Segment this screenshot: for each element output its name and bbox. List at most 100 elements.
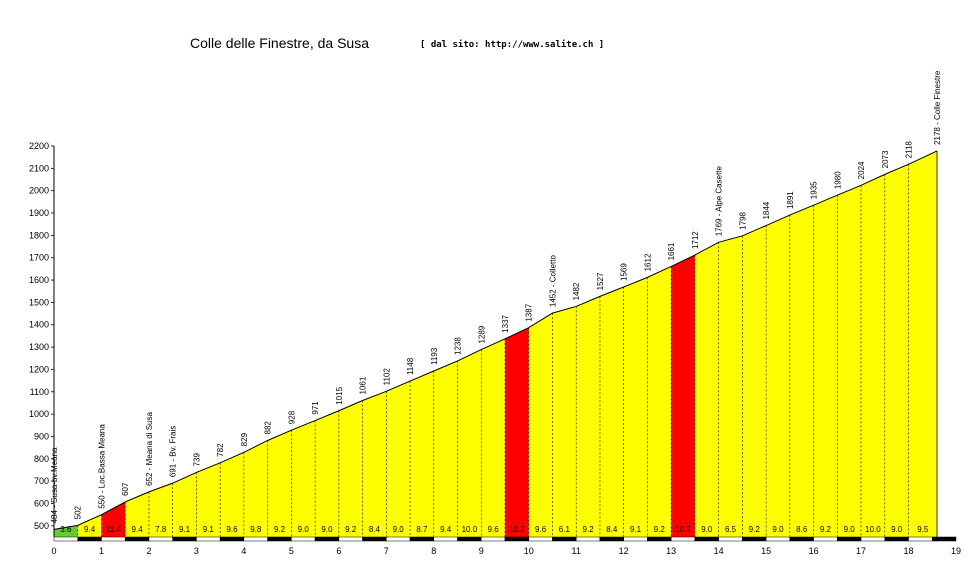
y-tick-label: 1000 (29, 409, 49, 419)
gradient-label: 9.0 (393, 525, 405, 534)
x-tick-label: 11 (572, 546, 581, 556)
profile-segment (362, 391, 387, 537)
gradient-label: 9.2 (274, 525, 286, 534)
profile-segment (125, 491, 149, 537)
gradient-label: 9.0 (891, 525, 903, 534)
altitude-label: 1527 (596, 272, 605, 290)
gradient-label: 8.6 (796, 525, 808, 534)
km-scale-bar (860, 536, 886, 542)
x-tick-label: 18 (904, 546, 914, 556)
km-scale-bar (884, 536, 909, 542)
km-scale-bar (599, 536, 624, 542)
profile-segment (481, 338, 505, 537)
profile-segment (386, 381, 411, 537)
km-scale-bar (908, 536, 933, 542)
x-tick-label: 10 (524, 546, 534, 556)
km-scale-bar (267, 536, 292, 542)
altitude-label: 1844 (762, 201, 771, 219)
chart-title: Colle delle Finestre, da Susa (190, 35, 369, 51)
gradient-label: 7.8 (155, 525, 167, 534)
km-scale-bar (196, 536, 221, 542)
profile-segment (813, 195, 838, 537)
gradient-label: 9.0 (298, 525, 310, 534)
km-scale-bar (219, 536, 245, 542)
y-tick-label: 2200 (29, 141, 49, 151)
km-scale-bar (481, 536, 506, 542)
altitude-label: 502 (74, 505, 83, 519)
km-scale-bar (504, 536, 529, 542)
x-tick-label: 1 (99, 546, 104, 556)
altitude-label: 1015 (335, 386, 344, 404)
x-tick-label: 14 (714, 546, 724, 556)
altitude-label: 1387 (525, 303, 534, 321)
profile-segment (576, 296, 600, 537)
gradient-label: 9.2 (583, 525, 595, 534)
gradient-label: 9.0 (701, 525, 713, 534)
km-scale-bar (742, 536, 767, 542)
x-tick-label: 16 (809, 546, 819, 556)
y-tick-label: 1300 (29, 342, 49, 352)
y-tick-label: 1100 (30, 387, 49, 397)
altitude-label: 607 (121, 482, 130, 496)
km-scale-bar (172, 536, 197, 542)
altitude-label: 1980 (833, 171, 842, 189)
altitude-label: 1661 (667, 242, 676, 260)
profile-segment (552, 306, 577, 537)
y-tick-label: 2000 (29, 186, 49, 196)
y-tick-label: 500 (34, 521, 49, 531)
profile-segment (410, 370, 434, 537)
profile-segment (77, 514, 102, 537)
x-tick-label: 0 (51, 546, 56, 556)
altitude-label: 1193 (430, 347, 439, 365)
altitude-label: 1798 (738, 211, 747, 229)
km-scale-bar (338, 536, 363, 542)
km-scale-bar (647, 536, 672, 542)
x-tick-label: 6 (336, 546, 341, 556)
gradient-label: 10.0 (462, 525, 478, 534)
profile-segment (908, 150, 938, 537)
profile-segment (291, 420, 316, 537)
x-tick-label: 5 (289, 546, 294, 556)
profile-segment (528, 313, 553, 537)
profile-segment (220, 452, 244, 537)
profile-segment (694, 242, 719, 537)
profile-segment (457, 349, 482, 537)
altitude-label: 2024 (857, 161, 866, 179)
gradient-label: 9.2 (749, 525, 761, 534)
altitude-label: 1935 (810, 181, 819, 199)
gradient-label: 8.4 (369, 525, 381, 534)
km-scale-bar (932, 536, 957, 542)
chart-subtitle: [ dal sito: http://www.salite.ch ] (420, 39, 604, 50)
profile-segment (718, 235, 743, 537)
altitude-label: 782 (216, 443, 225, 457)
gradient-label: 8.4 (606, 525, 618, 534)
km-scale-bar (433, 536, 458, 542)
km-scale-bar (409, 536, 435, 542)
gradient-label: 9.2 (345, 525, 357, 534)
axes: 5006007008009001000110012001300140015001… (29, 141, 961, 556)
profile-segment (837, 185, 862, 537)
altitude-label: 1337 (501, 314, 510, 332)
gradient-label: 10.2 (509, 525, 525, 534)
y-tick-label: 2100 (29, 163, 49, 173)
gradient-label: 9.4 (84, 525, 96, 534)
gradient-label: 9.1 (630, 525, 642, 534)
x-tick-label: 9 (479, 546, 484, 556)
segment-dividers (77, 164, 909, 537)
profile-segment (599, 286, 624, 537)
altitude-label: 1238 (454, 337, 463, 355)
gradient-label: 6.1 (559, 525, 571, 534)
profile-segment (101, 501, 126, 537)
x-tick-label: 19 (951, 546, 961, 556)
km-scale-bar (575, 536, 601, 542)
km-scale-bar (386, 536, 411, 542)
gradient-label: 9.4 (132, 525, 144, 534)
altitude-label: 2073 (881, 150, 890, 168)
altitude-label: 2178 - Colle Finestre (933, 70, 942, 145)
gradient-label: 9.6 (488, 525, 500, 534)
altitude-label: 652 - Meana di Susa (145, 411, 154, 485)
km-scale-bar (813, 536, 838, 542)
gradient-label: 9.2 (654, 525, 666, 534)
altitude-label: 691 - Bv. Frais (169, 426, 178, 477)
